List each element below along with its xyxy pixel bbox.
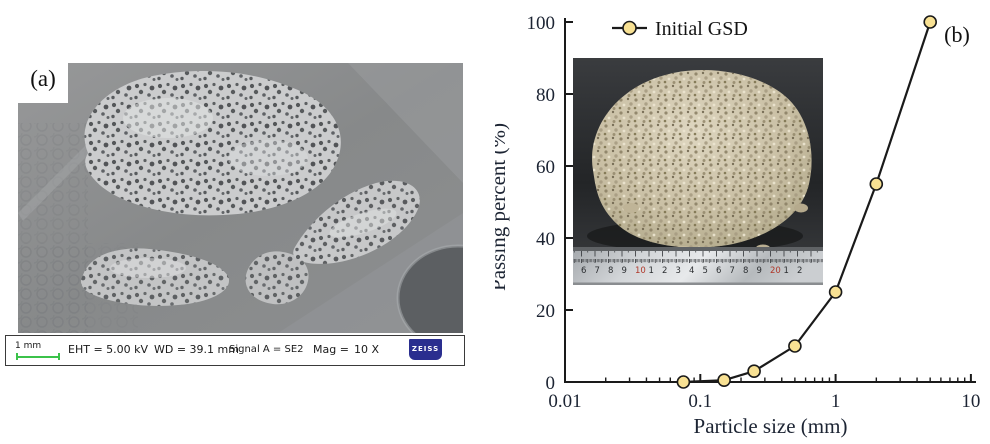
y-tick-label: 100 — [527, 13, 556, 34]
y-tick-label: 40 — [536, 229, 555, 250]
ruler-number: 20 — [770, 266, 781, 276]
ruler-number: 4 — [689, 266, 694, 276]
data-point — [747, 364, 761, 379]
chart-labels: Particle size (mm) Passing percent (%) (b) — [495, 22, 970, 438]
panel-b-label: (b) — [944, 22, 970, 47]
data-point — [676, 375, 691, 389]
sem-mag-label: Mag = — [313, 343, 349, 356]
x-tick-label: 0.01 — [548, 391, 581, 412]
y-tick-label: 60 — [536, 157, 555, 178]
x-tick-label: 0.1 — [688, 391, 712, 412]
ruler-number: 5 — [703, 266, 708, 276]
y-tick-label: 20 — [536, 301, 555, 322]
ruler-number: 7 — [730, 266, 735, 276]
y-tick-label: 80 — [536, 85, 555, 106]
sem-wd-value: WD = 39.1 mm — [154, 343, 239, 356]
panel-a-label: (a) — [18, 56, 68, 102]
sem-particle-right — [293, 180, 420, 264]
ruler-number: 8 — [743, 266, 748, 276]
y-tick-label: 0 — [546, 373, 556, 394]
legend-entry-label: Initial GSD — [655, 18, 748, 40]
ruler-number: 1 — [649, 266, 654, 276]
ruler-number: 6 — [716, 266, 721, 276]
chart-legend: Initial GSD — [612, 18, 748, 40]
x-tick-label: 10 — [961, 391, 980, 412]
ruler-number: 9 — [757, 266, 762, 276]
zeiss-logo: ZEISS — [409, 339, 442, 360]
ruler-number: 1 — [784, 266, 789, 276]
sand-pile — [592, 70, 812, 254]
sem-info-bar: 1 mm EHT = 5.00 kV WD = 39.1 mm Signal A… — [5, 335, 465, 366]
sem-eht-value: EHT = 5.00 kV — [68, 343, 149, 356]
sem-signal-value: Signal A = SE2 — [229, 344, 304, 355]
ruler-number: 3 — [676, 266, 681, 276]
ruler-number: 8 — [608, 266, 613, 276]
data-point — [788, 339, 802, 353]
sem-particle-bottom-left — [80, 248, 230, 306]
scale-bar-line — [16, 353, 60, 360]
x-axis-title: Particle size (mm) — [694, 414, 848, 438]
sem-dark-hole — [396, 244, 463, 333]
ruler-number: 6 — [581, 266, 586, 276]
data-point — [869, 177, 884, 191]
data-point — [717, 373, 731, 388]
x-tick-label: 1 — [831, 391, 841, 412]
ruler-number: 2 — [662, 266, 667, 276]
data-point — [923, 15, 938, 29]
ruler-number: 10 — [635, 266, 646, 276]
sem-particle-large — [84, 71, 341, 216]
sem-particle-middle — [245, 251, 309, 305]
ruler-number: 2 — [797, 266, 802, 276]
sem-mag-value: 10 X — [354, 343, 380, 356]
data-point — [828, 285, 843, 299]
sand-photo-inset: 6 7 8 9 10 1 2 3 4 5 6 7 8 9 20 1 2 — [573, 58, 823, 285]
gsd-series — [676, 15, 938, 389]
inset-ruler: 6 7 8 9 10 1 2 3 4 5 6 7 8 9 20 1 2 — [573, 247, 823, 285]
ruler-number: 7 — [595, 266, 600, 276]
legend-marker — [622, 20, 637, 36]
y-axis-title: Passing percent (%) — [495, 123, 510, 291]
ruler-number: 9 — [622, 266, 627, 276]
sem-micrograph-image — [18, 63, 463, 333]
scale-bar-label: 1 mm — [15, 341, 42, 351]
